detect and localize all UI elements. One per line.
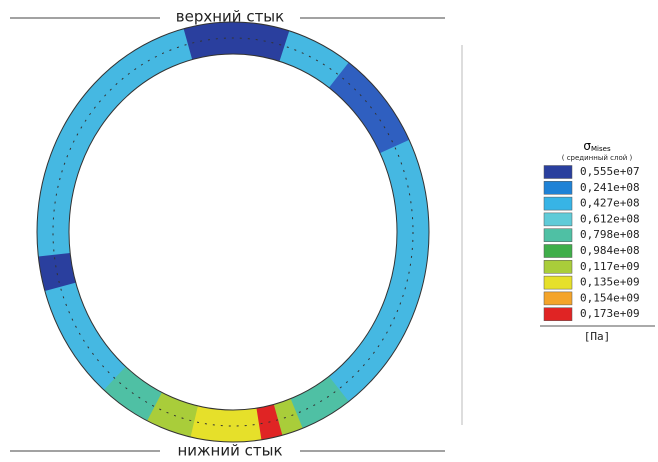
page: верхний стык нижний стык σMises ( средин… xyxy=(0,0,658,462)
legend-swatch xyxy=(544,308,572,321)
legend-swatch xyxy=(544,229,572,242)
legend-swatch xyxy=(544,197,572,210)
legend-unit: [Па] xyxy=(584,330,611,343)
legend-swatch xyxy=(544,166,572,179)
legend-label: 0,612e+08 xyxy=(580,212,640,225)
legend-label: 0,173e+09 xyxy=(580,307,640,320)
legend-label: 0,798e+08 xyxy=(580,228,640,241)
legend: σMises ( срединный слой ) [Па] 0,555e+07… xyxy=(540,139,655,344)
ring-edge xyxy=(69,54,397,410)
legend-label: 0,117e+09 xyxy=(580,260,640,273)
legend-swatch xyxy=(544,292,572,305)
legend-label: 0,241e+08 xyxy=(580,181,640,194)
bottom-label: нижний стык xyxy=(177,442,282,460)
legend-swatch xyxy=(544,213,572,226)
legend-title: σMises xyxy=(583,139,611,154)
legend-label: 0,555e+07 xyxy=(580,165,640,178)
legend-swatch xyxy=(544,245,572,258)
legend-swatch xyxy=(544,260,572,273)
legend-subscript: Mises xyxy=(591,145,611,153)
legend-swatch xyxy=(544,276,572,289)
legend-swatch xyxy=(544,181,572,194)
legend-subtitle: ( срединный слой ) xyxy=(562,154,633,162)
ring xyxy=(37,22,429,442)
legend-label: 0,154e+09 xyxy=(580,291,640,304)
legend-label: 0,427e+08 xyxy=(580,197,640,210)
legend-label: 0,984e+08 xyxy=(580,244,640,257)
legend-label: 0,135e+09 xyxy=(580,276,640,289)
